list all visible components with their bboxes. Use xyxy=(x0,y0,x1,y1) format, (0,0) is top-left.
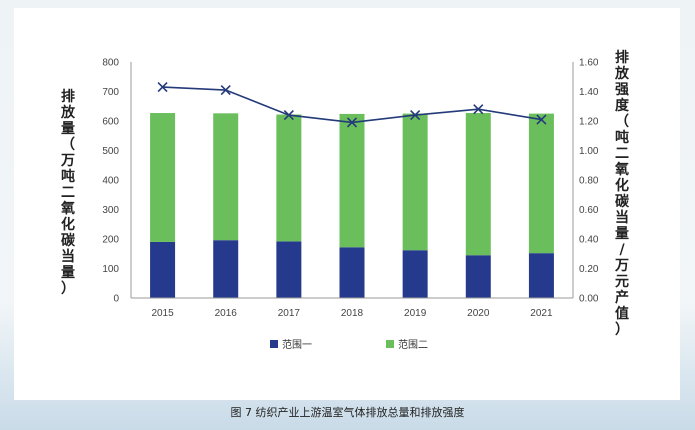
bar-scope1 xyxy=(150,241,176,298)
intensity-point xyxy=(536,114,547,125)
y2-tick-label: 0.40 xyxy=(579,235,599,246)
bar-scope2 xyxy=(339,113,365,248)
bar-scope1 xyxy=(528,253,554,298)
intensity-point xyxy=(410,110,421,121)
bar-scope1 xyxy=(465,255,491,298)
bar-scope2 xyxy=(402,113,428,251)
bar-scope1 xyxy=(213,240,239,298)
bar-scope2 xyxy=(528,113,554,254)
legend-label-scope2: 范围二 xyxy=(398,338,428,351)
y2-tick-label: 0.60 xyxy=(579,205,599,216)
bar-scope2 xyxy=(276,114,302,242)
y2-tick-label: 1.40 xyxy=(579,87,599,98)
bar-scope2 xyxy=(150,113,176,242)
x-tick-label: 2019 xyxy=(404,308,427,319)
chart-svg: 0 100 200 300 400 500 600 700 800 0.00 0.20 0.40 0.6… xyxy=(60,49,630,351)
figure-caption: 图 7 纺织产业上游温室气体排放总量和排放强度 xyxy=(230,406,465,419)
y-tick-label: 500 xyxy=(102,146,119,157)
intensity-point xyxy=(220,84,231,96)
x-tick-label: 2015 xyxy=(151,308,174,319)
y-tick-label: 600 xyxy=(102,117,119,128)
y2-tick-label: 1.60 xyxy=(579,58,599,69)
x-tick-label: 2021 xyxy=(530,308,553,319)
intensity-point xyxy=(157,82,168,93)
bar-scope1 xyxy=(276,241,302,298)
y2-tick-label: 0.00 xyxy=(579,294,599,305)
x-tick-label: 2017 xyxy=(278,308,301,319)
legend-swatch-scope1 xyxy=(270,340,278,348)
x-tick-label: 2016 xyxy=(215,308,238,319)
y-tick-label: 400 xyxy=(102,176,119,187)
y-tick-label: 100 xyxy=(102,264,119,275)
y2-tick-label: 0.80 xyxy=(579,176,599,187)
intensity-point xyxy=(283,110,294,121)
y2-axis-title: 排放强度（吨二氧化碳当量/万元产值） xyxy=(614,49,630,338)
y-tick-label: 200 xyxy=(102,235,119,246)
bar-scope1 xyxy=(339,247,365,298)
y2-tick-label: 1.20 xyxy=(579,117,599,128)
bar-scope2 xyxy=(213,113,239,241)
y-axis-title: 排放量（万吨二氧化碳当量） xyxy=(60,88,76,297)
intensity-point xyxy=(346,117,358,128)
legend-label-scope1: 范围一 xyxy=(282,338,312,351)
chart-card: 0 100 200 300 400 500 600 700 800 0.00 0.20 0.40 0.6… xyxy=(14,8,680,400)
y-tick-label: 800 xyxy=(102,58,119,69)
y2-tick-label: 0.20 xyxy=(579,264,599,275)
x-tick-label: 2018 xyxy=(341,308,364,319)
bar-scope1 xyxy=(402,250,428,298)
legend-swatch-scope2 xyxy=(386,340,394,348)
y-tick-label: 0 xyxy=(113,294,119,305)
y-tick-label: 300 xyxy=(102,205,119,216)
y2-tick-label: 1.00 xyxy=(579,146,599,157)
intensity-point xyxy=(473,104,484,115)
x-tick-label: 2020 xyxy=(467,308,490,319)
y-tick-label: 700 xyxy=(102,87,119,98)
bar-scope2 xyxy=(465,113,491,256)
